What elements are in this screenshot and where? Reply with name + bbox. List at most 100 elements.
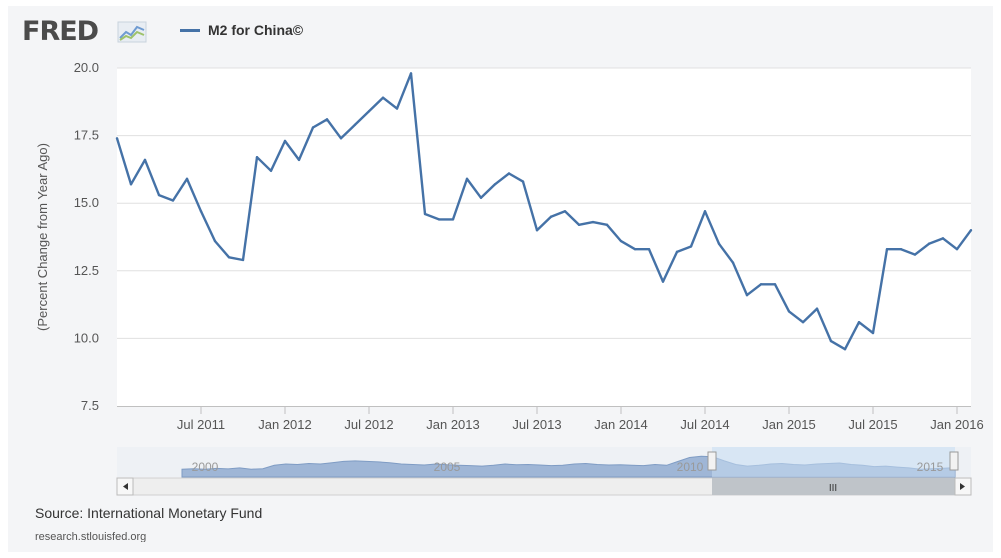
data-point[interactable] [773,283,777,286]
data-point[interactable] [521,180,525,183]
x-axis-ticks: Jul 2011 Jan 2012 Jul 2012 Jan 2013 Jul 2013… [177,406,984,432]
chevron-right-icon [960,483,965,490]
data-point[interactable] [661,280,665,283]
navigator-handle-left[interactable] [707,451,717,471]
data-point[interactable] [801,320,805,324]
data-point[interactable] [297,158,301,162]
y-axis-ticks: 7.5 10.0 12.5 15.0 17.5 20.0 [74,60,99,413]
x-tick-label: Jul 2014 [680,417,729,432]
navigator-year-label: 2010 [677,460,704,474]
data-point[interactable] [633,247,637,251]
navigator-selection [712,447,955,477]
data-point[interactable] [843,348,847,351]
navigator[interactable]: 2000 2005 2010 2015 [117,447,971,478]
scrollbar[interactable]: III [116,477,972,496]
data-point[interactable] [619,239,623,243]
data-point[interactable] [325,118,329,121]
y-axis-label: (Percent Change from Year Ago) [35,143,50,331]
data-point[interactable] [717,242,721,245]
navigator-labels: 2000 2005 2010 2015 [192,460,944,474]
data-point[interactable] [213,239,217,243]
data-point[interactable] [157,193,161,197]
data-point[interactable] [115,137,119,140]
data-point[interactable] [913,253,917,256]
data-point[interactable] [591,220,595,224]
chevron-left-icon [123,483,128,490]
y-tick-label: 10.0 [74,330,99,345]
data-point[interactable] [381,96,385,99]
data-point[interactable] [353,123,357,126]
data-point[interactable] [241,258,245,262]
data-point[interactable] [423,212,427,216]
data-point[interactable] [199,210,203,213]
navigator-handle-right[interactable] [949,451,959,471]
data-point[interactable] [885,247,889,251]
data-point[interactable] [703,210,707,213]
data-point[interactable] [969,229,973,232]
fred-logo[interactable]: FRED [22,16,99,47]
data-point[interactable] [479,196,483,199]
data-point[interactable] [605,223,609,227]
chart-svg: 7.5 10.0 12.5 15.0 17.5 20.0 Jul 2011 Jan 2012… [35,60,984,496]
navigator-year-label: 2005 [434,460,461,474]
data-point[interactable] [955,247,959,251]
x-tick-label: Jan 2013 [426,417,480,432]
data-point[interactable] [857,320,861,324]
data-point[interactable] [283,139,287,143]
series-points [115,72,973,351]
x-tick-label: Jan 2012 [258,417,312,432]
data-point[interactable] [451,218,455,221]
data-point[interactable] [507,172,511,175]
y-tick-label: 12.5 [74,263,99,278]
x-tick-label: Jul 2015 [848,417,897,432]
x-tick-label: Jul 2012 [344,417,393,432]
x-tick-label: Jul 2011 [177,417,225,432]
fred-logo-graph-icon [117,21,147,43]
y-tick-label: 15.0 [74,195,99,210]
data-point[interactable] [871,331,875,335]
data-point[interactable] [171,199,175,202]
data-point[interactable] [465,177,469,181]
data-point[interactable] [339,137,343,140]
series-line [115,72,972,351]
data-point[interactable] [129,183,133,186]
data-point[interactable] [227,256,231,259]
data-point[interactable] [745,293,749,297]
legend-swatch [180,28,200,32]
x-tick-label: Jul 2013 [512,417,561,432]
data-point[interactable] [899,247,903,251]
data-point[interactable] [409,72,413,75]
data-point[interactable] [731,261,735,264]
data-point[interactable] [759,283,763,286]
data-point[interactable] [815,307,819,310]
data-point[interactable] [563,210,567,213]
legend[interactable]: M2 for China© [180,22,303,38]
data-point[interactable] [367,110,371,113]
data-point[interactable] [941,237,945,240]
data-point[interactable] [437,218,441,221]
data-point[interactable] [829,339,833,343]
scrollbar-grip: III [829,483,837,494]
data-point[interactable] [549,215,553,218]
data-point[interactable] [143,158,147,162]
y-tick-label: 17.5 [74,128,99,143]
source-url[interactable]: research.stlouisfed.org [35,531,147,542]
data-point[interactable] [395,107,399,110]
data-point[interactable] [255,156,259,159]
data-point[interactable] [493,183,497,186]
data-point[interactable] [185,177,189,181]
data-point[interactable] [675,250,679,254]
data-point[interactable] [927,242,931,245]
x-tick-label: Jan 2015 [762,417,816,432]
data-point[interactable] [787,310,791,313]
navigator-year-label: 2015 [917,460,944,474]
data-point[interactable] [535,229,539,232]
data-point[interactable] [647,247,651,251]
data-point[interactable] [689,245,693,248]
scrollbar-thumb[interactable] [712,478,955,495]
data-point[interactable] [577,223,581,227]
data-point[interactable] [269,169,273,172]
source-text: Source: International Monetary Fund [35,505,263,521]
y-tick-label: 20.0 [74,60,99,75]
data-point[interactable] [311,126,315,129]
